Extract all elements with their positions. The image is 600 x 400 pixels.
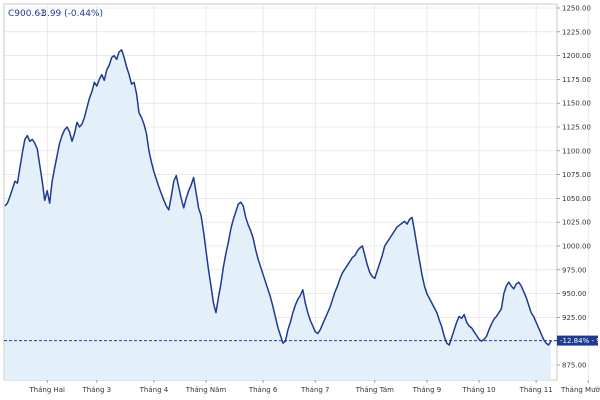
y-tick-label: 1025.00 [562, 219, 591, 227]
y-tick-label: 1100.00 [562, 147, 591, 155]
price-badge-label: -12.84% - 900.61 [560, 337, 600, 345]
y-tick-label: 1250.00 [562, 5, 591, 13]
y-tick-label: 875.00 [562, 362, 587, 370]
x-tick-label: Tháng 11 [519, 386, 553, 394]
x-tick-label: Tháng Tám [355, 386, 395, 394]
x-tick-label: Tháng 3 [82, 386, 112, 394]
price-area-fill [5, 49, 551, 380]
price-line-layer [4, 49, 552, 346]
header-change: -3.99 (-0.44%) [38, 9, 103, 19]
y-tick-label: 1150.00 [562, 100, 591, 108]
y-tick-label: 1050.00 [562, 195, 591, 203]
y-axis-ticks: 1250.00 1225.00 1200.00 1175.00 1150.00 1125.… [557, 5, 591, 370]
y-tick-label: 1075.00 [562, 171, 591, 179]
x-tick-label: Tháng 7 [300, 386, 330, 394]
y-tick-label: 1000.00 [562, 243, 591, 251]
price-area-layer [5, 49, 551, 380]
x-tick-label: Tháng 6 [248, 386, 278, 394]
x-tick-label: Tháng Năm [185, 386, 227, 394]
y-tick-label: 925.00 [562, 314, 587, 322]
price-line [4, 49, 552, 346]
x-tick-label: Tháng Mười Hai [560, 386, 600, 394]
y-tick-label: 1125.00 [562, 124, 591, 132]
current-price-badge: -12.84% - 900.61 [557, 335, 600, 346]
x-tick-label: Tháng 4 [139, 386, 169, 394]
x-tick-label: Tháng 10 [462, 386, 496, 394]
y-tick-label: 975.00 [562, 266, 587, 274]
y-tick-label: 1175.00 [562, 76, 591, 84]
y-tick-label: 1225.00 [562, 28, 591, 36]
y-tick-label: 1200.00 [562, 52, 591, 60]
x-tick-label: Tháng 9 [412, 386, 442, 394]
x-axis-ticks: Tháng Hai Tháng 3 Tháng 4 Tháng Năm Tháng 6 T… [28, 380, 600, 394]
x-tick-label: Tháng Hai [28, 386, 65, 394]
y-tick-label: 950.00 [562, 290, 587, 298]
header-price: C900.61 [8, 9, 46, 19]
price-badge-background [557, 335, 598, 346]
